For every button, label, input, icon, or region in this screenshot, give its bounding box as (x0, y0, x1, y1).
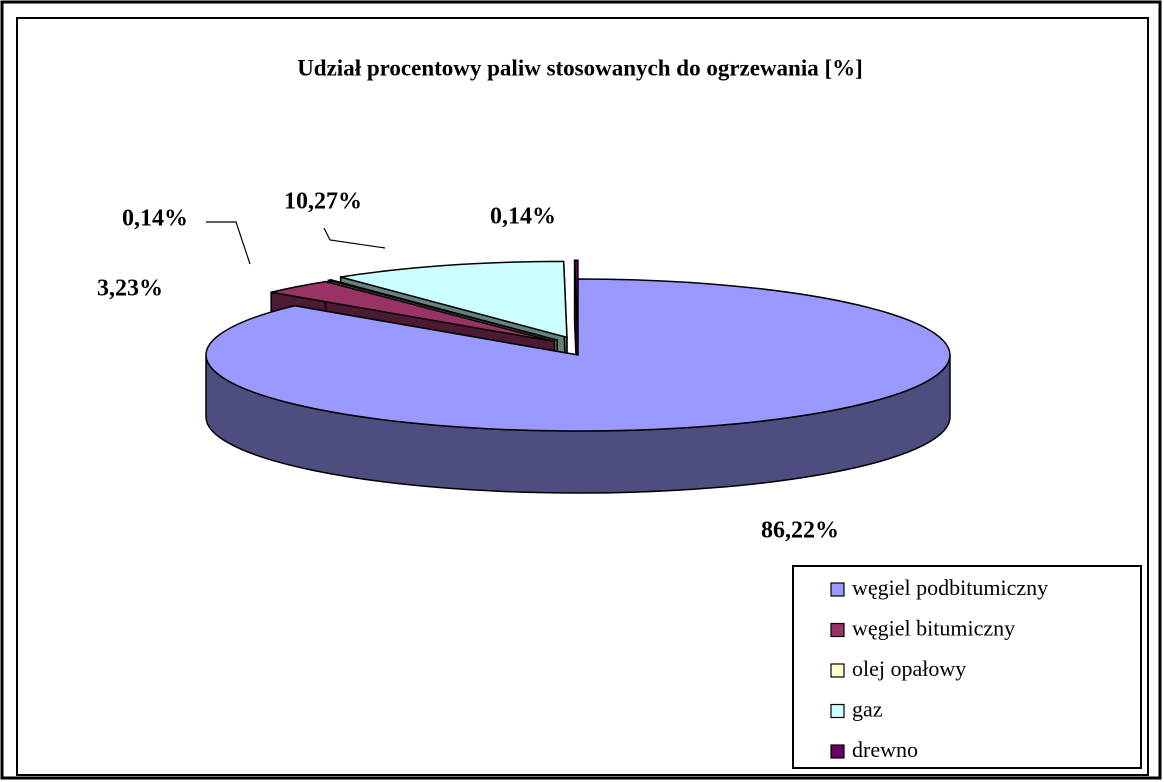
legend-label: olej opałowy (852, 656, 966, 681)
legend-marker (830, 744, 845, 759)
slice (340, 260, 568, 339)
data-label: 0,14% (122, 206, 188, 232)
legend-label: gaz (852, 697, 883, 722)
leader-line (323, 227, 386, 249)
legend-marker (830, 703, 845, 719)
slice (328, 279, 558, 341)
legend-marker (830, 663, 845, 678)
slice (270, 280, 555, 343)
legend (792, 565, 1142, 769)
legend-label: węgiel bitumiczny (852, 616, 1015, 641)
data-label: 10,27% (284, 189, 362, 215)
slice (573, 259, 579, 337)
pie (205, 259, 951, 494)
leader-line (206, 221, 251, 265)
labels: 86,22% 3,23% 0,14% 10,27% 0,14% węgiel podbit… (97, 189, 1048, 763)
data-label: 3,23% (97, 276, 163, 302)
legend-label: drewno (852, 737, 918, 762)
data-label: 0,14% (490, 204, 556, 230)
slice (205, 278, 951, 432)
legend-marker (830, 622, 845, 638)
legend-label: węgiel podbitumiczny (852, 575, 1048, 600)
data-label: 86,22% (761, 518, 839, 544)
chart-title: Udział procentowy paliw stosowanych do o… (297, 55, 863, 80)
legend-marker (830, 582, 845, 597)
